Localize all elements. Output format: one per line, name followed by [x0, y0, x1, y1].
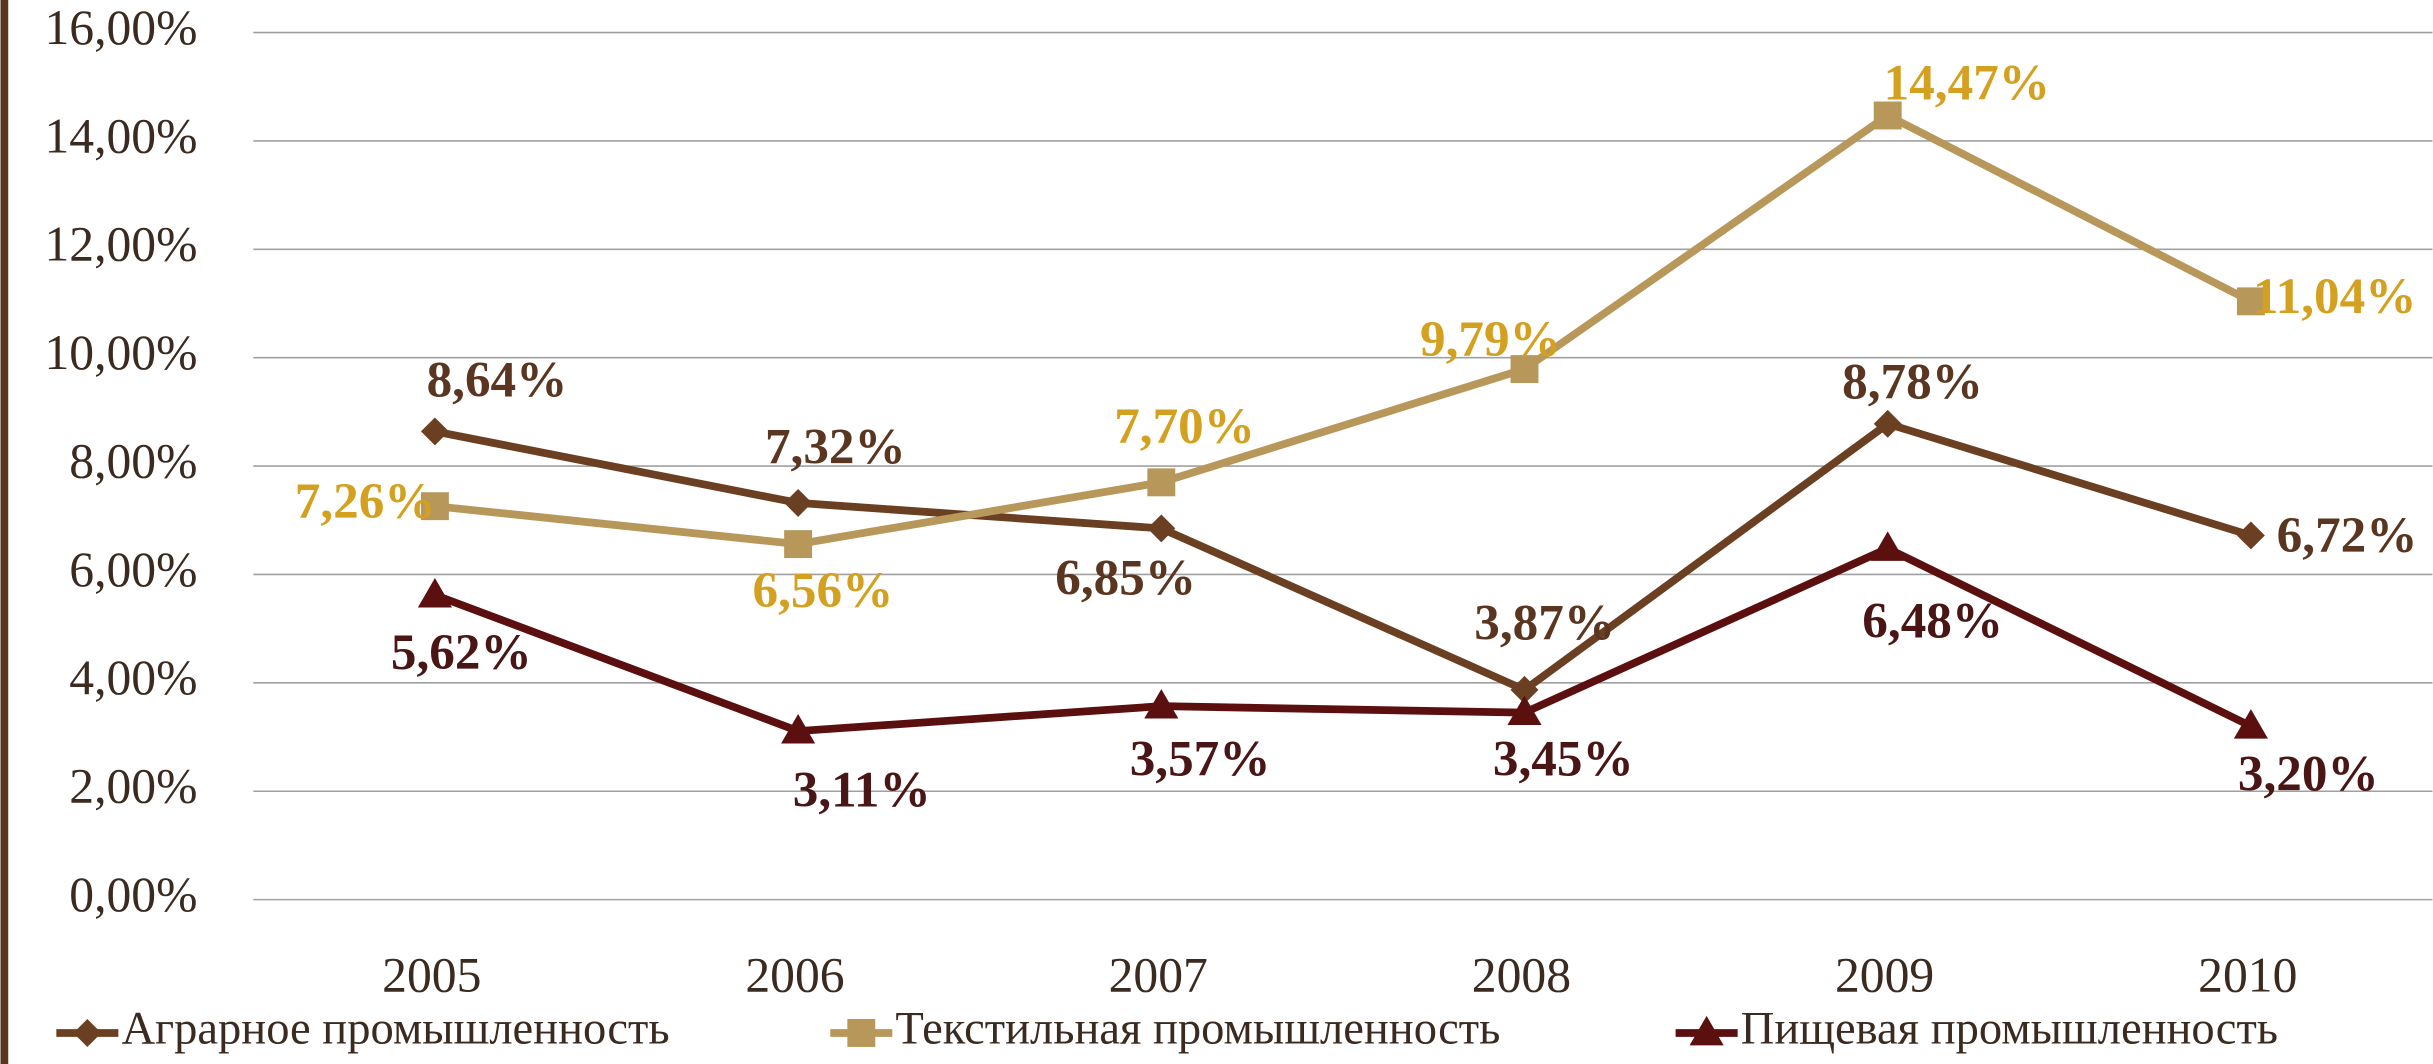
series-line [434, 111, 2253, 548]
marker [1507, 695, 1542, 726]
data-label: 7,26% [295, 473, 436, 530]
data-label: 3,87% [1474, 595, 1615, 652]
marker [1510, 355, 1539, 384]
marker [2233, 709, 2268, 739]
x-tick-label: 2006 [745, 948, 844, 1003]
legend-marker [847, 1019, 876, 1047]
data-label: 3,45% [1493, 731, 1634, 788]
data-label: 7,70% [1114, 398, 1255, 455]
y-tick-label: 10,00% [44, 325, 197, 380]
y-tick-label: 6,00% [69, 542, 197, 597]
y-tick-label: 8,00% [69, 433, 197, 488]
series-line [434, 419, 2253, 694]
marker [417, 577, 452, 608]
legend-marker [73, 1019, 102, 1047]
data-label: 6,72% [2277, 507, 2418, 564]
data-label: 7,32% [765, 418, 906, 475]
marker [784, 530, 813, 559]
marker [1870, 531, 1905, 561]
x-tick-label: 2005 [382, 948, 481, 1003]
y-tick-label: 2,00% [69, 759, 197, 814]
legend-label: Пищевая промышленность [1741, 1004, 2278, 1055]
data-label: 14,47% [1884, 54, 2050, 111]
marker [1147, 468, 1176, 497]
legend-item: Текстильная промышленность [830, 1004, 1500, 1055]
data-label: 6,48% [1862, 593, 2003, 650]
marker [781, 714, 816, 744]
legend-item: Пищевая промышленность [1675, 1004, 2278, 1055]
data-label: 8,78% [1842, 353, 1983, 410]
x-tick-label: 2007 [1109, 948, 1208, 1003]
y-tick-label: 14,00% [44, 108, 197, 163]
legend-label: Текстильная промышленность [895, 1004, 1500, 1055]
marker [784, 488, 813, 517]
marker [2236, 287, 2265, 316]
data-label: 6,56% [753, 562, 894, 619]
data-label: 3,20% [2238, 746, 2379, 803]
data-label: 11,04% [2253, 268, 2416, 325]
series-line [433, 544, 2253, 735]
x-tick-label: 2008 [1472, 948, 1571, 1003]
data-label: 3,11% [793, 761, 931, 818]
marker [1873, 101, 1902, 130]
side-bar [0, 0, 9, 1064]
marker [1873, 409, 1902, 438]
x-tick-label: 2010 [2198, 948, 2297, 1003]
marker [2236, 521, 2265, 550]
x-tick-label: 2009 [1835, 948, 1934, 1003]
legend-marker [1689, 1015, 1724, 1046]
legend-item: Аграрное промышленность [56, 1004, 670, 1055]
marker [1147, 514, 1176, 543]
y-tick-label: 4,00% [69, 650, 197, 705]
data-label: 5,62% [391, 624, 532, 681]
marker [420, 417, 449, 446]
data-label: 6,85% [1055, 549, 1196, 606]
legend-label: Аграрное промышленность [121, 1004, 669, 1055]
marker [420, 492, 449, 521]
data-label: 3,57% [1130, 730, 1271, 787]
y-tick-label: 12,00% [44, 217, 197, 272]
marker [1510, 675, 1539, 704]
y-tick-label: 16,00% [44, 0, 197, 55]
data-label: 9,79% [1420, 311, 1561, 368]
data-label: 8,64% [427, 352, 568, 409]
y-tick-label: 0,00% [69, 867, 197, 922]
marker [1144, 689, 1179, 719]
